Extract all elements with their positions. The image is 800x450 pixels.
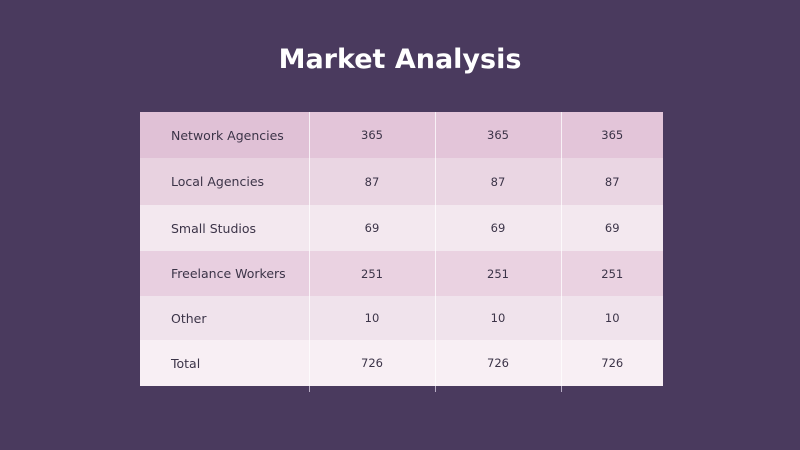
table-cell: 726 — [561, 340, 663, 386]
table-cell: 251 — [309, 251, 436, 296]
row-label: Small Studios — [140, 205, 310, 251]
table-cell: 87 — [309, 158, 436, 205]
table-cell: 10 — [561, 296, 663, 340]
table-row: Small Studios 69 69 69 — [140, 205, 663, 251]
table-cell: 251 — [435, 251, 562, 296]
table-cell: 365 — [561, 112, 663, 158]
table-cell: 365 — [309, 112, 436, 158]
table-row: Other 10 10 10 — [140, 296, 663, 340]
table-cell: 726 — [309, 340, 436, 386]
table-row: Total 726 726 726 — [140, 340, 663, 386]
table-row: Freelance Workers 251 251 251 — [140, 251, 663, 296]
row-label: Other — [140, 296, 310, 340]
market-table-container: Network Agencies 365 365 365 Local Agenc… — [140, 112, 663, 386]
row-label: Network Agencies — [140, 112, 310, 158]
table-cell: 87 — [435, 158, 562, 205]
table-row: Local Agencies 87 87 87 — [140, 158, 663, 205]
table-cell: 69 — [435, 205, 562, 251]
table-cell: 10 — [309, 296, 436, 340]
column-divider-tick — [309, 386, 310, 392]
slide-title: Market Analysis — [278, 44, 522, 75]
table-cell: 726 — [435, 340, 562, 386]
table-cell: 69 — [309, 205, 436, 251]
table-row: Network Agencies 365 365 365 — [140, 112, 663, 158]
row-label: Local Agencies — [140, 158, 310, 205]
column-divider-tick — [435, 386, 436, 392]
row-label: Total — [140, 340, 310, 386]
table-cell: 87 — [561, 158, 663, 205]
table-cell: 69 — [561, 205, 663, 251]
row-label: Freelance Workers — [140, 251, 310, 296]
table-cell: 10 — [435, 296, 562, 340]
table-cell: 251 — [561, 251, 663, 296]
market-table: Network Agencies 365 365 365 Local Agenc… — [140, 112, 663, 386]
table-cell: 365 — [435, 112, 562, 158]
column-divider-tick — [561, 386, 562, 392]
